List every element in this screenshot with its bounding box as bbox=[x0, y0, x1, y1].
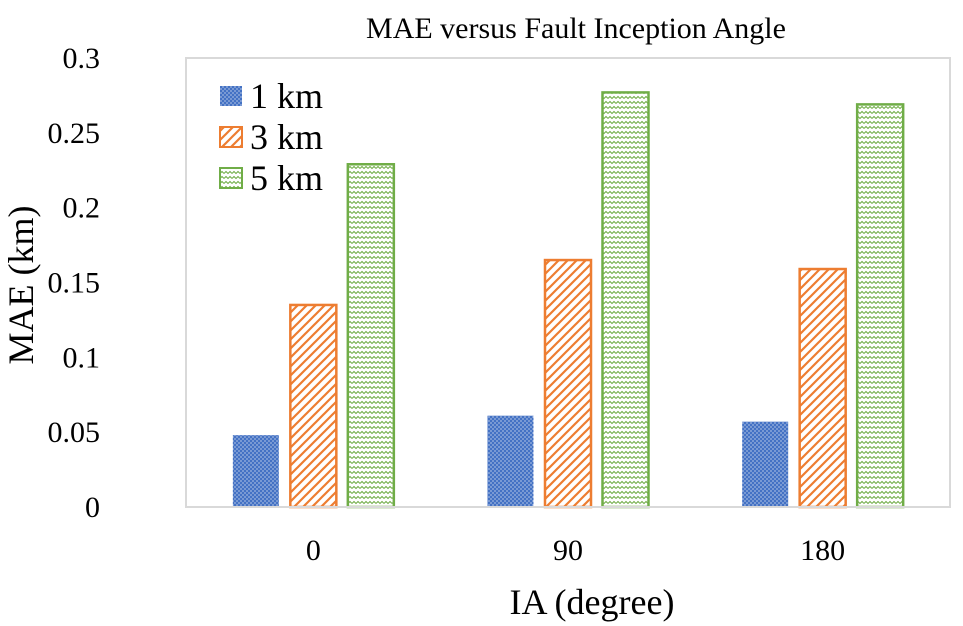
bar-5-km-90 bbox=[601, 91, 650, 509]
x-tick-label: 90 bbox=[553, 534, 583, 567]
legend: 1 km3 km5 km bbox=[219, 76, 323, 198]
legend-swatch bbox=[219, 167, 243, 189]
legend-label: 5 km bbox=[250, 158, 323, 198]
y-tick-label: 0.2 bbox=[63, 192, 101, 225]
y-tick-label: 0.25 bbox=[48, 117, 101, 150]
bar-3-km-90 bbox=[543, 258, 593, 509]
y-tick-label: 0.15 bbox=[48, 267, 101, 300]
x-tick-label: 0 bbox=[306, 534, 321, 567]
bar-1-km-90 bbox=[487, 415, 534, 507]
x-axis-ticks: 0 90 180 bbox=[306, 534, 845, 567]
y-tick-label: 0.05 bbox=[48, 416, 101, 449]
bar-series bbox=[232, 91, 905, 509]
y-tick-label: 0.1 bbox=[63, 341, 101, 374]
bar-5-km-0 bbox=[346, 163, 396, 509]
y-axis-title: MAE (km) bbox=[1, 206, 41, 365]
y-tick-label: 0 bbox=[85, 491, 100, 524]
legend-swatch bbox=[220, 86, 242, 106]
legend-label: 1 km bbox=[250, 76, 323, 116]
chart-title: MAE versus Fault Inception Angle bbox=[366, 12, 786, 45]
bar-3-km-0 bbox=[289, 303, 338, 509]
bar-5-km-180 bbox=[855, 103, 905, 509]
bar-1-km-180 bbox=[742, 421, 789, 507]
legend-label: 3 km bbox=[250, 117, 323, 157]
bar-3-km-180 bbox=[798, 267, 847, 509]
x-tick-label: 180 bbox=[800, 534, 845, 567]
legend-swatch bbox=[219, 126, 243, 148]
y-axis-ticks: 0 0.05 0.1 0.15 0.2 0.25 0.3 bbox=[48, 42, 101, 524]
bar-1-km-0 bbox=[232, 435, 279, 507]
y-tick-label: 0.3 bbox=[63, 42, 101, 75]
x-axis-title: IA (degree) bbox=[510, 582, 675, 622]
